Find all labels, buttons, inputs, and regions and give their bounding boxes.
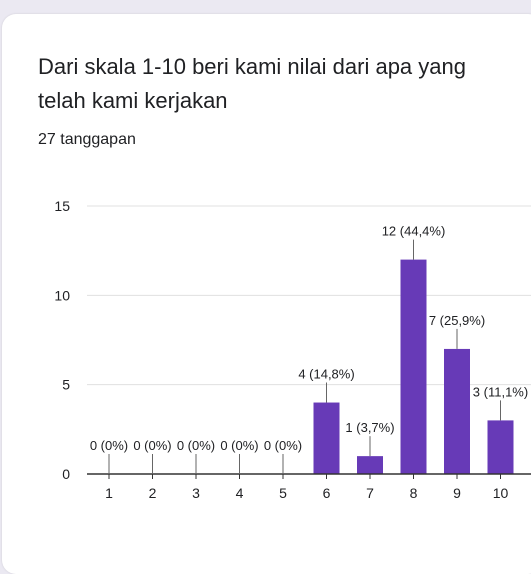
y-tick-label: 15 bbox=[54, 198, 70, 214]
data-label: 12 (44,4%) bbox=[382, 224, 446, 239]
bar bbox=[400, 259, 427, 474]
data-label: 4 (14,8%) bbox=[298, 367, 354, 382]
bar bbox=[487, 420, 514, 474]
y-tick-label: 5 bbox=[62, 377, 70, 393]
y-tick-label: 10 bbox=[54, 287, 70, 303]
x-tick-label: 5 bbox=[279, 485, 287, 501]
x-tick-label: 7 bbox=[366, 485, 374, 501]
x-tick-label: 10 bbox=[493, 485, 509, 501]
data-label: 3 (11,1%) bbox=[473, 384, 528, 399]
question-title: Dari skala 1-10 beri kami nilai dari apa… bbox=[38, 54, 466, 113]
x-tick-label: 1 bbox=[105, 485, 113, 501]
data-label: 1 (3,7%) bbox=[345, 420, 394, 435]
data-label: 0 (0%) bbox=[264, 438, 302, 453]
data-label: 7 (25,9%) bbox=[429, 313, 485, 328]
data-label: 0 (0%) bbox=[177, 438, 215, 453]
response-count: 27 tanggapan bbox=[38, 131, 136, 148]
bar bbox=[313, 402, 340, 474]
x-tick-label: 3 bbox=[192, 485, 200, 501]
bar bbox=[444, 348, 470, 474]
x-tick-label: 8 bbox=[410, 485, 418, 501]
x-tick-label: 2 bbox=[149, 485, 157, 501]
question-card bbox=[2, 14, 531, 574]
x-tick-label: 4 bbox=[236, 485, 244, 501]
data-label: 0 (0%) bbox=[133, 438, 171, 453]
data-label: 0 (0%) bbox=[220, 438, 258, 453]
x-tick-label: 9 bbox=[453, 485, 461, 501]
data-label: 0 (0%) bbox=[90, 438, 128, 453]
bar bbox=[357, 456, 383, 474]
x-tick-label: 6 bbox=[323, 485, 331, 501]
y-tick-label: 0 bbox=[62, 466, 70, 482]
